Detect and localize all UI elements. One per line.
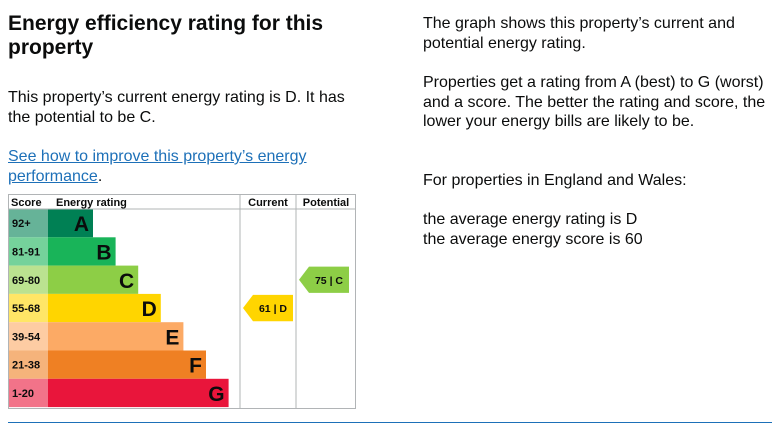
energy-rating-graph: Score Energy rating Current Potential 92+ A 81… — [8, 194, 356, 409]
header-current: Current — [248, 197, 288, 209]
current-rating-text: This property’s current energy rating is… — [8, 89, 345, 126]
potential-rating-label: 75 | C — [315, 275, 343, 287]
band-score-cell — [8, 237, 48, 266]
energy-rating-chart: Score Energy rating Current Potential 92+ A 81… — [8, 194, 356, 409]
header-energy-rating: Energy rating — [56, 197, 127, 209]
band-bar — [48, 350, 206, 379]
band-letter: G — [208, 383, 224, 406]
band-score-label: 55-68 — [12, 303, 40, 315]
band-bar — [48, 378, 229, 408]
chart-border — [8, 194, 356, 409]
average-rating-text: the average energy rating is D — [423, 211, 638, 228]
band-score-cell — [8, 293, 48, 323]
band-bar — [48, 293, 161, 323]
band-score-cell — [8, 378, 48, 408]
band-score-cell — [8, 265, 48, 294]
improve-energy-link[interactable]: See how to improve this property’s energ… — [8, 148, 307, 185]
band-score-label: 92+ — [12, 218, 31, 230]
band-letter: D — [142, 298, 157, 321]
improve-paragraph: See how to improve this property’s energ… — [8, 147, 348, 186]
band-bar — [48, 322, 184, 351]
band-score-cell — [8, 322, 48, 351]
average-score-text: the average energy score is 60 — [423, 230, 643, 248]
rating-description: Properties get a rating from A (best) to… — [423, 74, 766, 130]
band-letter: B — [96, 241, 111, 264]
link-suffix: . — [97, 167, 103, 185]
band-letter: F — [189, 355, 202, 378]
band-score-label: 69-80 — [12, 275, 40, 287]
current-rating-label: 61 | D — [259, 303, 287, 315]
graph-description: The graph shows this property’s current … — [423, 15, 735, 52]
band-bar — [48, 209, 93, 238]
band-score-label: 1-20 — [12, 388, 34, 400]
header-potential: Potential — [303, 197, 349, 209]
band-letter: E — [165, 326, 179, 349]
band-score-cell — [8, 350, 48, 379]
band-bar — [48, 237, 116, 266]
header-score: Score — [11, 197, 42, 209]
band-score-label: 21-38 — [12, 360, 40, 372]
band-letter: A — [74, 213, 89, 236]
potential-rating-arrow — [299, 266, 349, 293]
footer-divider — [8, 422, 772, 423]
page-title: Energy efficiency rating for this proper… — [8, 12, 324, 59]
region-text: For properties in England and Wales: — [423, 172, 687, 189]
band-score-label: 81-91 — [12, 246, 40, 258]
band-letter: C — [119, 270, 134, 293]
band-score-cell — [8, 209, 48, 238]
current-rating-arrow — [243, 294, 293, 322]
band-bar — [48, 265, 139, 294]
band-score-label: 39-54 — [12, 331, 41, 343]
